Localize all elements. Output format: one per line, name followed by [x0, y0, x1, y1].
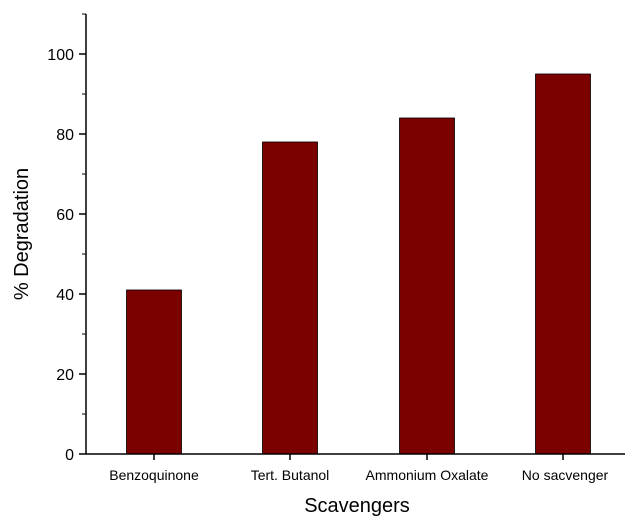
bar-series	[126, 73, 591, 455]
bar-3	[399, 117, 455, 455]
x-tick-label: Tert. Butanol	[251, 467, 330, 483]
bar-2	[262, 141, 318, 455]
x-tick-label: Benzoquinone	[109, 467, 199, 483]
bar-1	[126, 289, 182, 455]
y-tick-label: 100	[47, 47, 74, 64]
bar-4	[535, 73, 591, 455]
y-tick-label: 0	[65, 447, 74, 464]
x-tick-label: Ammonium Oxalate	[366, 467, 489, 483]
y-tick-label: 20	[56, 367, 74, 384]
y-tick-label: 80	[56, 127, 74, 144]
x-axis: Benzoquinone Tert. Butanol Ammonium Oxalat…	[86, 453, 625, 483]
x-tick-label: No sacvenger	[522, 467, 609, 483]
x-axis-title: Scavengers	[304, 495, 410, 517]
y-tick-label: 60	[56, 207, 74, 224]
y-axis-title: % Degradation	[11, 168, 33, 300]
y-tick-label: 40	[56, 287, 74, 304]
y-axis: 0 20 40 60 80 100	[47, 13, 87, 464]
